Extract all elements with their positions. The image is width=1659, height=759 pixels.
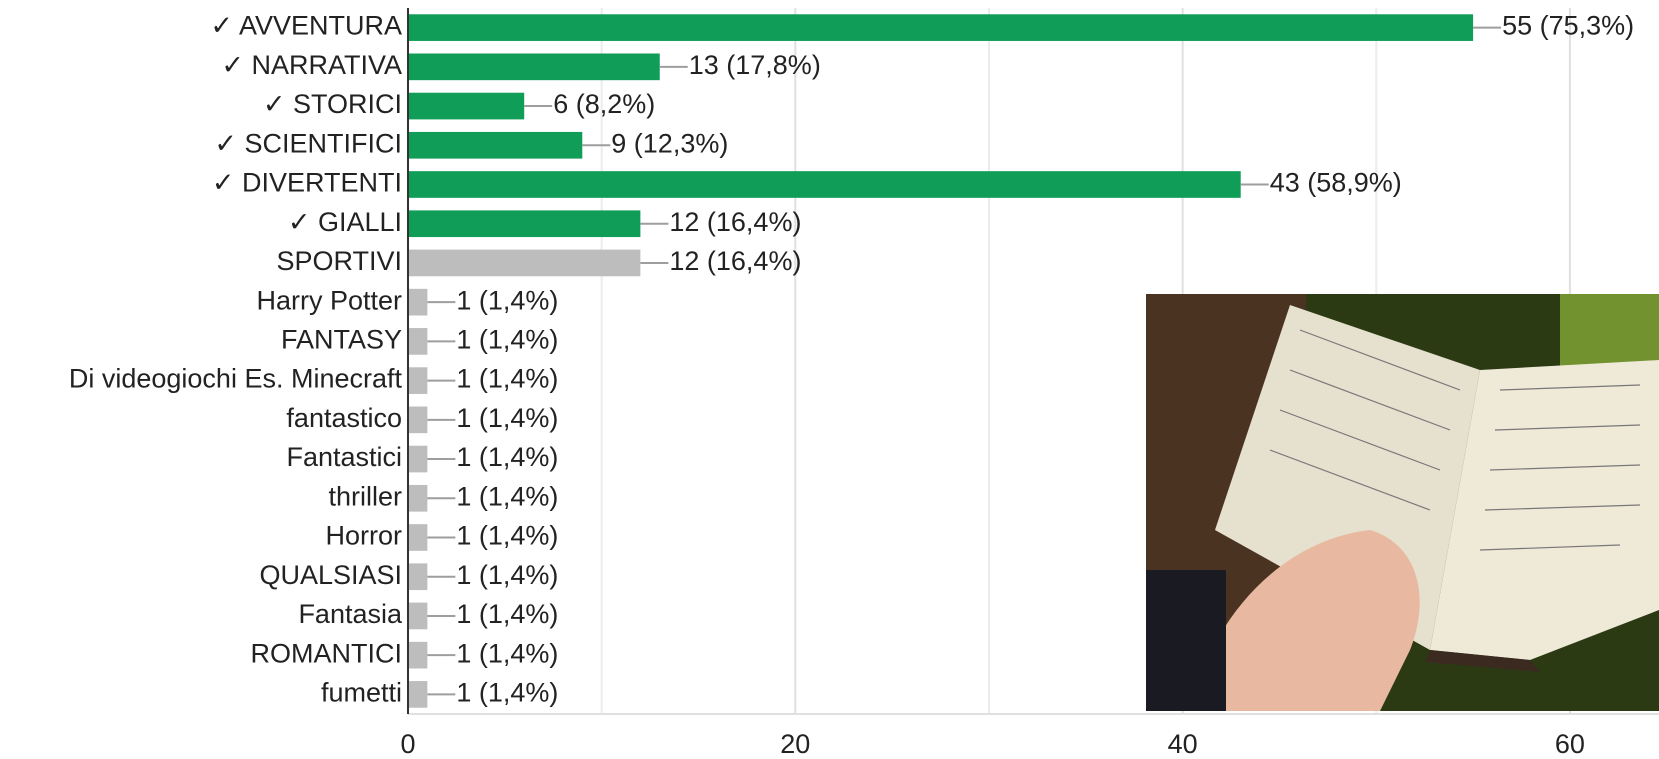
bar [408, 289, 427, 316]
bar [408, 250, 640, 277]
bar [408, 406, 427, 433]
value-label: 1 (1,4%) [456, 481, 558, 511]
value-label: 1 (1,4%) [456, 364, 558, 394]
y-tick-label: thriller [328, 481, 402, 511]
y-tick-label: ✓ SCIENTIFICI [214, 128, 402, 158]
y-tick-label: Horror [325, 521, 402, 551]
value-label: 55 (75,3%) [1502, 11, 1634, 41]
value-label: 1 (1,4%) [456, 521, 558, 551]
y-tick-label: ✓ AVVENTURA [210, 11, 402, 41]
value-label: 1 (1,4%) [456, 442, 558, 472]
bar [408, 132, 582, 159]
bar [408, 485, 427, 512]
y-tick-label: fantastico [286, 403, 402, 433]
x-tick-label: 0 [400, 729, 415, 759]
bar [408, 367, 427, 394]
bar [408, 14, 1473, 41]
chart: 0 20 40 60 ✓ AVVENTURA 55 (75,3%) ✓ NARRATIVA… [0, 0, 1659, 759]
y-tick-label: Fantastici [286, 442, 402, 472]
value-label: 9 (12,3%) [611, 128, 728, 158]
y-tick-label: SPORTIVI [276, 246, 402, 276]
value-label: 43 (58,9%) [1270, 168, 1402, 198]
value-label: 1 (1,4%) [456, 560, 558, 590]
y-tick-label: ✓ DIVERTENTI [212, 168, 402, 198]
y-tick-label: ✓ STORICI [263, 89, 402, 119]
value-label: 1 (1,4%) [456, 599, 558, 629]
value-label: 12 (16,4%) [669, 246, 801, 276]
bar [408, 328, 427, 355]
y-tick-label: Harry Potter [256, 285, 402, 315]
value-label: 6 (8,2%) [553, 89, 655, 119]
value-label: 1 (1,4%) [456, 285, 558, 315]
value-label: 1 (1,4%) [456, 325, 558, 355]
value-label: 13 (17,8%) [689, 50, 821, 80]
y-tick-label: Di videogiochi Es. Minecraft [69, 364, 403, 394]
y-tick-label: ✓ GIALLI [288, 207, 402, 237]
value-label: 1 (1,4%) [456, 678, 558, 708]
y-tick-label: fumetti [321, 678, 402, 708]
bar [408, 603, 427, 630]
y-tick-label: FANTASY [281, 325, 402, 355]
value-label: 12 (16,4%) [669, 207, 801, 237]
x-tick-label: 60 [1555, 729, 1585, 759]
y-tick-label: QUALSIASI [259, 560, 402, 590]
value-label: 1 (1,4%) [456, 403, 558, 433]
bar [408, 446, 427, 473]
photo [1146, 294, 1659, 711]
y-tick-label: ✓ NARRATIVA [221, 50, 402, 80]
bar [408, 681, 427, 708]
x-tick-label: 20 [780, 729, 810, 759]
x-tick-label: 40 [1168, 729, 1198, 759]
bar [408, 53, 660, 80]
bar [408, 93, 524, 120]
bar [408, 210, 640, 237]
bar [408, 642, 427, 669]
value-label: 1 (1,4%) [456, 638, 558, 668]
bar [408, 563, 427, 590]
bar [408, 171, 1241, 198]
bar [408, 524, 427, 551]
y-tick-label: ROMANTICI [251, 638, 403, 668]
y-tick-label: Fantasia [298, 599, 403, 629]
